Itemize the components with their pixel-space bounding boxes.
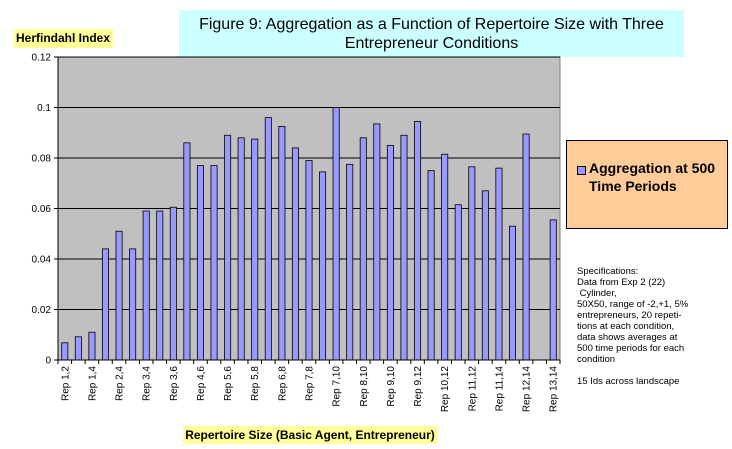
bar bbox=[169, 206, 177, 361]
x-tick-label: Rep 1,4 bbox=[87, 366, 98, 401]
chart-title-line-2: Entrepreneur Conditions bbox=[344, 35, 519, 52]
x-tick-label: Rep 5,8 bbox=[250, 366, 261, 401]
x-tick-label: Rep 2,4 bbox=[115, 366, 126, 401]
bar bbox=[88, 331, 96, 361]
x-axis-title: Repertoire Size (Basic Agent, Entreprene… bbox=[183, 426, 437, 444]
bar bbox=[101, 248, 109, 361]
spec-line: 15 Ids across landscape bbox=[577, 376, 680, 387]
legend-label: Aggregation at 500 Time Periods bbox=[589, 160, 716, 194]
bar bbox=[549, 219, 557, 361]
bar bbox=[454, 204, 462, 361]
bar bbox=[414, 120, 422, 361]
bar bbox=[61, 342, 69, 361]
y-tick-label: 0.1 bbox=[37, 103, 51, 114]
bar bbox=[156, 210, 164, 361]
y-tick-label: 0.12 bbox=[32, 53, 52, 64]
chart-title-line-1: Figure 9: Aggregation as a Function of R… bbox=[199, 16, 664, 33]
bar bbox=[74, 336, 82, 361]
y-axis-title: Herfindahl Index bbox=[13, 29, 113, 48]
spec-line: tions at each condition, bbox=[577, 321, 675, 332]
bar bbox=[509, 225, 517, 361]
x-tick-label: Rep 10,12 bbox=[440, 366, 451, 413]
y-tick-label: 0.04 bbox=[32, 255, 52, 266]
spec-line: 50X50, range of -2,+1, 5% bbox=[577, 299, 689, 310]
spec-line: Specifications: bbox=[577, 266, 639, 277]
bar bbox=[251, 138, 259, 361]
x-tick-label: Rep 7,8 bbox=[305, 366, 316, 401]
bar bbox=[386, 144, 394, 361]
bar bbox=[115, 230, 123, 361]
bar bbox=[264, 117, 272, 361]
x-tick-label: Rep 9,10 bbox=[386, 366, 397, 407]
x-tick-label: Rep 9,12 bbox=[413, 366, 424, 407]
x-tick-label: Rep 3,4 bbox=[142, 366, 153, 401]
bar bbox=[400, 134, 408, 361]
x-tick-label: Rep 12,14 bbox=[522, 366, 533, 413]
spec-line: 500 time periods for each bbox=[577, 343, 685, 354]
x-tick-label: Rep 11,14 bbox=[494, 366, 505, 412]
bar bbox=[495, 167, 503, 361]
bar bbox=[183, 142, 191, 361]
bar bbox=[291, 147, 299, 361]
bar bbox=[142, 210, 150, 361]
bar bbox=[441, 153, 449, 361]
y-tick-label: 0.08 bbox=[32, 154, 52, 165]
x-tick-label: Rep 5,6 bbox=[223, 366, 234, 401]
x-tick-label: Rep 8,10 bbox=[359, 366, 370, 407]
x-tick-label: Rep 3,6 bbox=[169, 366, 180, 401]
bar bbox=[210, 165, 218, 361]
spec-line: Cylinder, bbox=[577, 288, 617, 299]
bar bbox=[346, 163, 354, 361]
bar bbox=[373, 123, 381, 361]
bar bbox=[359, 137, 367, 361]
bar bbox=[332, 107, 340, 361]
specifications-note: Specifications: Data from Exp 2 (22) Cyli… bbox=[577, 266, 727, 387]
x-tick-label: Rep 1,2 bbox=[60, 366, 71, 401]
bar bbox=[278, 126, 286, 361]
spec-line: entrepreneurs, 20 repeti- bbox=[577, 310, 682, 321]
bar bbox=[196, 165, 204, 361]
bar bbox=[522, 133, 530, 361]
x-tick-label: Rep 13,14 bbox=[549, 366, 560, 413]
spec-line: data shows averages at bbox=[577, 332, 678, 343]
bar bbox=[224, 134, 232, 361]
legend-swatch bbox=[577, 166, 586, 175]
bar bbox=[237, 137, 245, 361]
x-tick-label: Rep 6,8 bbox=[277, 366, 288, 401]
legend: Aggregation at 500 Time Periods bbox=[566, 140, 728, 229]
y-tick-label: 0.02 bbox=[32, 305, 52, 316]
spec-line: condition bbox=[577, 354, 616, 365]
bar bbox=[305, 160, 313, 361]
x-tick-label: Rep 7,10 bbox=[332, 366, 343, 407]
bar bbox=[468, 166, 476, 361]
bar bbox=[427, 170, 435, 361]
x-tick-label: Rep 4,6 bbox=[196, 366, 207, 401]
spec-line: Data from Exp 2 (22) bbox=[577, 277, 666, 288]
y-tick-label: 0 bbox=[45, 356, 51, 367]
y-tick-label: 0.06 bbox=[32, 204, 52, 215]
chart-title: Figure 9: Aggregation as a Function of R… bbox=[179, 10, 684, 57]
bar bbox=[481, 190, 489, 361]
spec-line bbox=[577, 365, 727, 376]
bar bbox=[319, 171, 327, 361]
bar bbox=[129, 248, 137, 361]
x-tick-label: Rep 11,12 bbox=[467, 366, 478, 412]
